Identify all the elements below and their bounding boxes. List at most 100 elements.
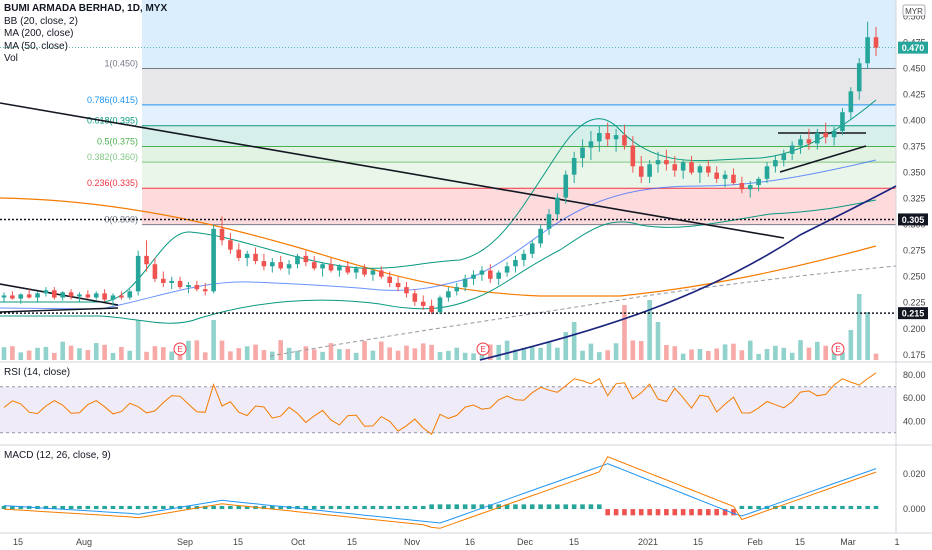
volume-bar	[186, 340, 191, 360]
candle-body	[85, 294, 91, 298]
bb-upper	[0, 99, 877, 303]
macd-hist-bar	[831, 505, 837, 510]
volume-bar	[613, 343, 619, 360]
volume-bar	[202, 352, 208, 360]
macd-hist-bar	[689, 509, 694, 516]
volume-bar	[161, 347, 166, 360]
volume-bar	[18, 352, 24, 360]
volume-bar	[697, 348, 703, 360]
candle-body	[228, 240, 233, 250]
macd-hist-bar	[404, 505, 409, 510]
downtrend-line	[0, 102, 785, 239]
fib-level-label: 0.382(0.360)	[87, 152, 138, 162]
candle-body	[714, 172, 719, 179]
earnings-circle	[173, 342, 187, 356]
macd-hist-bar	[798, 505, 803, 510]
macd-hist-bar	[613, 509, 619, 516]
candle-body	[286, 264, 292, 269]
volume-bar	[362, 341, 367, 360]
rsi-band	[0, 386, 896, 433]
volume-bar	[597, 352, 602, 360]
volume-bar	[638, 341, 644, 360]
macd-hist-bar	[144, 505, 149, 510]
volume-bar	[781, 347, 787, 360]
macd-signal-line	[3, 456, 877, 529]
macd-hist-bar	[622, 509, 627, 516]
candle-body	[454, 287, 460, 292]
volume-bar	[731, 343, 736, 360]
volume-bar	[873, 353, 879, 360]
volume-bar	[630, 340, 636, 360]
candle-body	[353, 268, 359, 273]
macd-hist-bar	[395, 505, 401, 510]
candle-body	[563, 174, 569, 198]
candle-body	[731, 174, 736, 183]
macd-hist-bar	[706, 509, 711, 516]
volume-bar	[513, 349, 518, 360]
macd-hist-bar	[580, 504, 585, 510]
macd-hist-bar	[672, 509, 678, 516]
macd-hist-bar	[353, 505, 359, 510]
candle-body	[278, 262, 283, 269]
candle-body	[638, 166, 644, 177]
volume-bar	[571, 322, 577, 360]
rsi-tick: 40.00	[903, 416, 926, 426]
candle-body	[605, 133, 610, 140]
volume-bar	[370, 350, 376, 360]
candle-body	[26, 294, 32, 298]
volume-bar	[680, 353, 686, 360]
candle-body	[362, 268, 367, 275]
legend-symbol: BUMI ARMADA BERHAD, 1D, MYX	[4, 3, 168, 14]
candle-body	[806, 139, 812, 144]
candle-body	[848, 91, 854, 113]
volume-bar	[714, 348, 719, 360]
candle-body	[328, 264, 334, 271]
volume-bar	[789, 352, 795, 360]
candle-body	[202, 289, 208, 292]
macd-hist-bar	[747, 505, 753, 510]
candle-body	[747, 185, 753, 190]
price-tick: 0.500	[903, 11, 926, 21]
volume-bar	[747, 340, 753, 360]
time-tick: Mar	[840, 537, 856, 547]
volume-bar	[647, 300, 652, 360]
volume-bar	[278, 340, 283, 360]
macd-hist-bar	[328, 505, 334, 510]
macd-hist-bar	[655, 509, 661, 516]
macd-hist-bar	[211, 505, 216, 510]
candle-body	[471, 274, 476, 279]
macd-hist-bar	[320, 505, 325, 510]
time-tick: 2021	[638, 537, 658, 547]
macd-hist-bar	[479, 504, 485, 510]
macd-hist-bar	[228, 505, 233, 510]
macd-hist-bar	[454, 504, 460, 510]
volume-bar	[706, 350, 711, 360]
time-tick: 15	[795, 537, 805, 547]
candle-body	[186, 285, 191, 288]
macd-hist-bar	[781, 505, 787, 510]
macd-hist-bar	[169, 505, 174, 510]
volume-bar	[454, 347, 460, 360]
volume-bar	[429, 344, 434, 360]
candle-body	[68, 292, 74, 297]
rsi-tick: 60.00	[903, 393, 926, 403]
macd-hist-bar	[420, 505, 426, 510]
volume-bar	[865, 312, 870, 360]
volume-bar	[471, 353, 476, 360]
rising-trendline	[779, 145, 867, 173]
candle-body	[404, 287, 409, 294]
volume-bar	[764, 348, 770, 360]
macd-label: MACD (12, 26, close, 9)	[4, 450, 111, 461]
volume-bar	[194, 340, 200, 360]
volume-bar	[110, 352, 116, 360]
trendline-left-b	[0, 307, 119, 313]
candle-body	[647, 164, 652, 177]
price-badge-label: 0.305	[902, 215, 925, 225]
candle-body	[387, 276, 392, 283]
time-tick: 1	[894, 537, 899, 547]
time-tick: Aug	[76, 537, 92, 547]
candle-body	[555, 197, 560, 215]
volume-bar	[504, 340, 510, 360]
macd-hist-bar	[815, 505, 820, 510]
